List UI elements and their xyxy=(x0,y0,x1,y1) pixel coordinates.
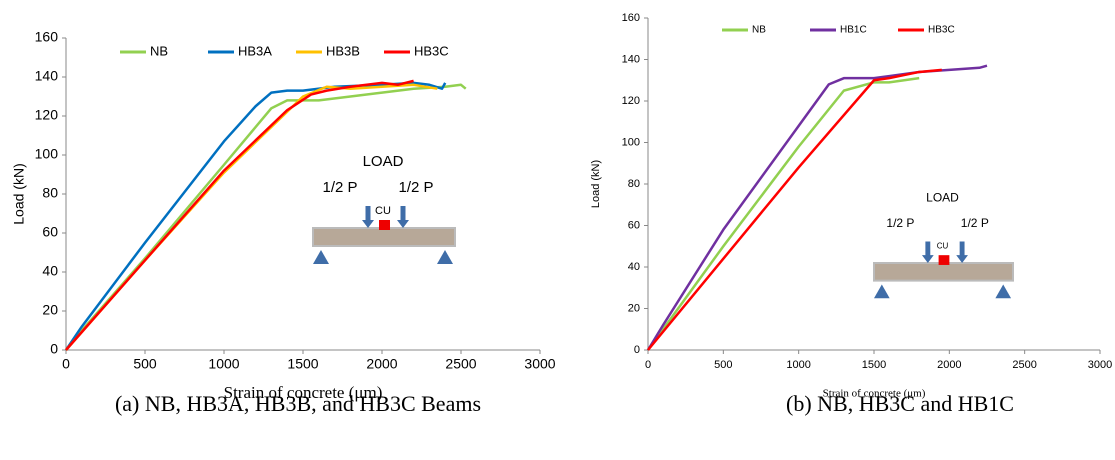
x-tick-label: 1500 xyxy=(287,356,318,372)
y-tick-label: 60 xyxy=(628,219,640,231)
annotation: 1/2 P xyxy=(322,179,357,196)
y-axis-label: Load (kN) xyxy=(590,160,602,208)
y-tick-label: 120 xyxy=(35,107,59,123)
annotation: LOAD xyxy=(363,153,404,170)
series-line xyxy=(646,76,920,351)
load-arrow xyxy=(921,241,934,263)
y-tick-label: 40 xyxy=(42,263,58,279)
y-tick-label: 0 xyxy=(50,341,58,357)
x-tick-label: 1500 xyxy=(862,359,886,371)
y-axis-label: Load (kN) xyxy=(11,163,27,224)
y-tick-label: 160 xyxy=(35,29,59,45)
y-tick-label: 0 xyxy=(634,344,640,356)
x-tick-label: 1000 xyxy=(786,359,810,371)
cu-gauge xyxy=(938,255,950,265)
x-tick-label: 500 xyxy=(133,356,157,372)
y-tick-label: 60 xyxy=(42,224,58,240)
x-tick-label: 3000 xyxy=(1088,359,1112,371)
legend-label: HB3B xyxy=(326,43,360,58)
beam xyxy=(312,227,456,247)
support xyxy=(437,250,453,264)
y-tick-label: 140 xyxy=(622,53,640,65)
series-line xyxy=(65,79,414,351)
series-line xyxy=(646,64,988,351)
legend-label: HB1C xyxy=(840,25,867,36)
load-arrow xyxy=(956,241,968,263)
beam xyxy=(873,262,1014,282)
annotation: 1/2 P xyxy=(886,216,914,230)
x-tick-label: 0 xyxy=(645,359,651,371)
y-tick-label: 100 xyxy=(35,146,59,162)
legend-label: HB3C xyxy=(414,43,449,58)
caption: (b) NB, HB3C and HB1C xyxy=(786,391,1014,416)
annotation: CU xyxy=(937,241,949,250)
x-tick-label: 2000 xyxy=(366,356,397,372)
x-tick-label: 2500 xyxy=(445,356,476,372)
y-tick-label: 20 xyxy=(42,302,58,318)
legend-label: NB xyxy=(752,25,766,36)
series-line xyxy=(65,83,467,351)
x-tick-label: 2500 xyxy=(1012,359,1036,371)
x-axis-label: Strain of concrete (μm) xyxy=(823,388,926,400)
y-tick-label: 120 xyxy=(622,95,640,107)
support xyxy=(995,284,1012,299)
annotation: LOAD xyxy=(926,191,959,205)
legend-label: HB3C xyxy=(928,25,955,36)
support xyxy=(313,250,329,264)
caption: (a) NB, HB3A, HB3B, and HB3C Beams xyxy=(115,391,481,416)
annotation: 1/2 P xyxy=(398,179,433,196)
cu-gauge xyxy=(379,220,390,230)
y-tick-label: 100 xyxy=(622,136,640,148)
load-arrow xyxy=(362,206,374,228)
y-tick-label: 80 xyxy=(42,185,58,201)
x-tick-label: 3000 xyxy=(524,356,555,372)
y-tick-label: 20 xyxy=(628,302,640,314)
support xyxy=(874,284,890,299)
y-tick-label: 40 xyxy=(628,261,640,273)
y-tick-label: 80 xyxy=(628,178,640,190)
legend-label: NB xyxy=(150,43,168,58)
y-tick-label: 140 xyxy=(35,68,59,84)
y-tick-label: 160 xyxy=(622,12,640,24)
legend-label: HB3A xyxy=(238,43,272,58)
series-line xyxy=(64,81,447,351)
x-tick-label: 1000 xyxy=(208,356,239,372)
x-tick-label: 0 xyxy=(62,356,70,372)
series-line xyxy=(65,83,438,351)
x-tick-label: 500 xyxy=(714,359,732,371)
annotation: CU xyxy=(375,205,391,217)
x-axis-label: Strain of concrete (μm) xyxy=(224,383,383,402)
series-line xyxy=(647,68,942,351)
annotation: 1/2 P xyxy=(961,216,989,230)
load-arrow xyxy=(397,206,409,228)
x-tick-label: 2000 xyxy=(937,359,961,371)
